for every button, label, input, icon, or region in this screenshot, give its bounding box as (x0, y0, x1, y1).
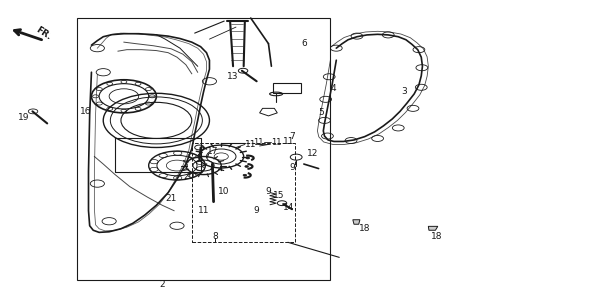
Text: 9: 9 (289, 163, 295, 172)
Text: 9: 9 (254, 206, 260, 215)
Circle shape (245, 166, 248, 167)
Text: 7: 7 (289, 132, 295, 141)
Text: 6: 6 (301, 39, 307, 48)
Text: 16: 16 (80, 107, 91, 116)
Text: 11: 11 (198, 206, 209, 215)
Text: 13: 13 (227, 72, 239, 81)
Text: 11: 11 (283, 137, 295, 146)
Text: 3: 3 (401, 87, 407, 96)
Text: 20: 20 (183, 172, 195, 181)
Text: 19: 19 (18, 113, 30, 122)
Text: 17: 17 (206, 147, 218, 156)
Polygon shape (428, 226, 438, 230)
Text: 5: 5 (319, 108, 324, 117)
Text: 2: 2 (159, 280, 165, 289)
Bar (273, 83, 301, 93)
Text: 18: 18 (431, 232, 442, 241)
Text: 15: 15 (273, 191, 284, 200)
Text: 11: 11 (245, 140, 257, 149)
Polygon shape (353, 220, 360, 224)
Text: 18: 18 (359, 224, 371, 233)
Text: 9: 9 (266, 187, 271, 196)
Text: 10: 10 (218, 187, 230, 196)
Circle shape (246, 157, 250, 159)
Text: FR.: FR. (34, 26, 53, 42)
Text: 11: 11 (271, 138, 281, 147)
Text: 21: 21 (165, 194, 177, 203)
Text: 12: 12 (307, 149, 319, 158)
Text: 11: 11 (253, 138, 264, 147)
Bar (77, 18, 330, 280)
Text: 4: 4 (330, 84, 336, 93)
Text: 8: 8 (212, 232, 218, 241)
Text: 14: 14 (283, 203, 295, 212)
Circle shape (243, 174, 247, 176)
Bar (192, 143, 295, 242)
